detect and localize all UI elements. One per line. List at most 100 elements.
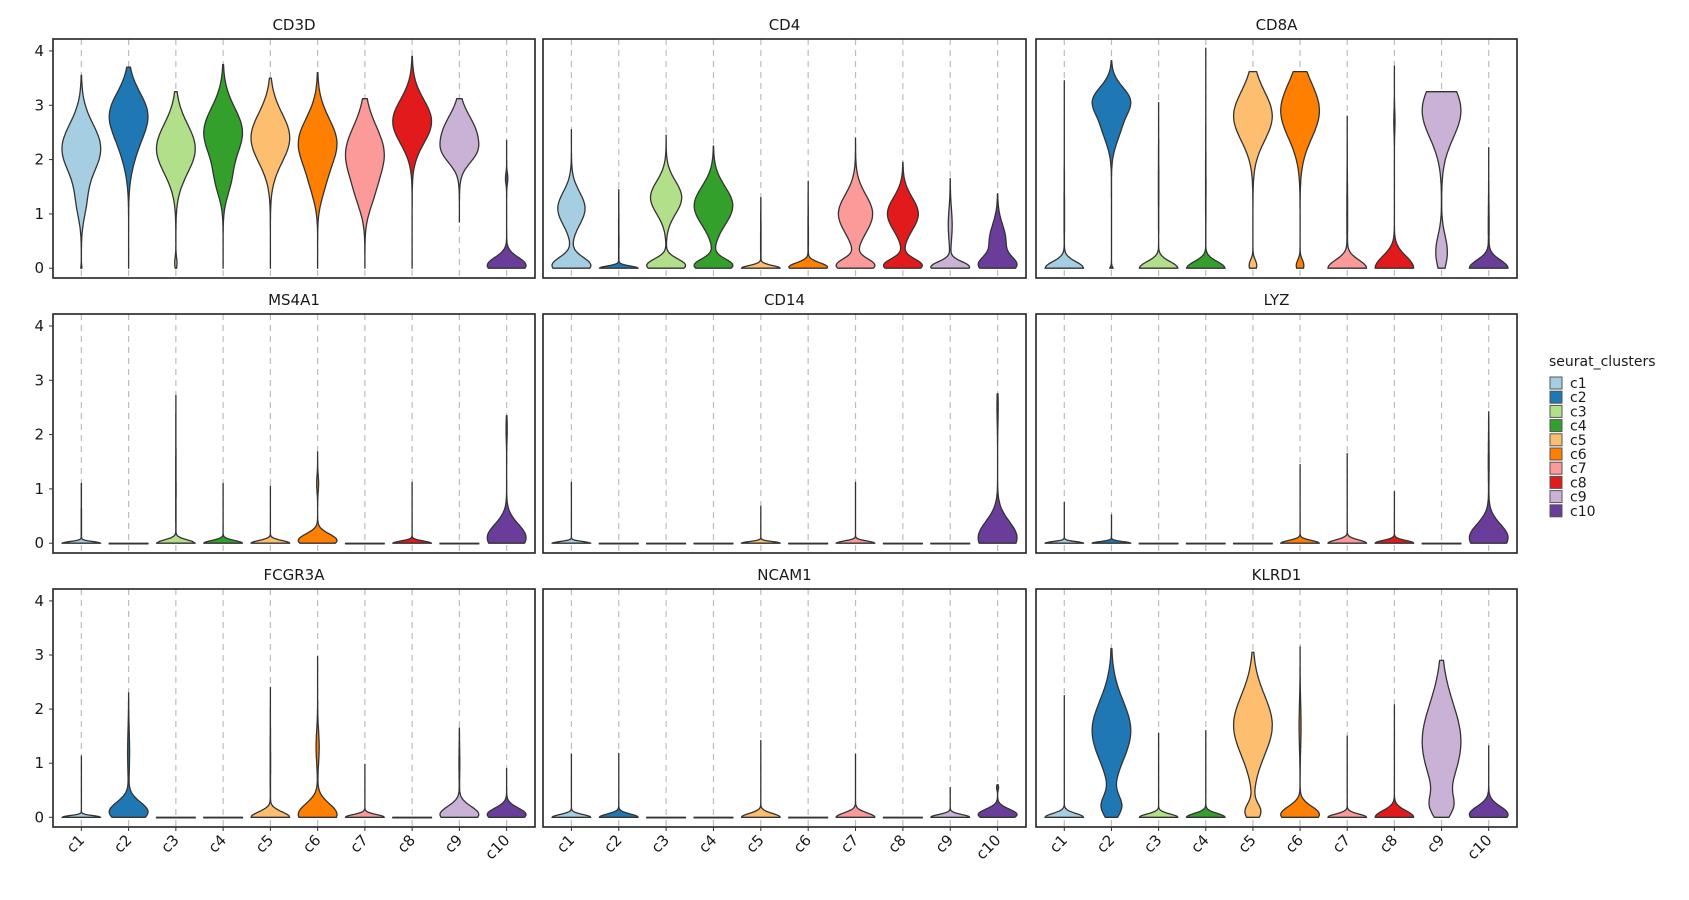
x-tick-label: c9 — [932, 831, 957, 856]
x-tick-label: c8 — [1376, 831, 1401, 856]
legend-swatch-c6 — [1549, 447, 1563, 461]
violin-c4 — [693, 145, 734, 269]
y-tick-label: 1 — [34, 480, 44, 498]
violin-c9 — [1421, 542, 1462, 545]
violin-c7 — [1327, 115, 1368, 269]
violin-c1 — [551, 481, 592, 544]
violin-c1 — [551, 129, 592, 269]
violin-c7 — [1327, 735, 1368, 818]
y-tick-label: 4 — [34, 42, 44, 60]
x-tick-label: c4 — [695, 831, 720, 856]
legend-label: c10 — [1570, 504, 1596, 520]
violin-c6 — [788, 542, 829, 545]
violin-c9 — [439, 727, 480, 818]
violin-c3 — [646, 542, 687, 545]
violin-c9 — [930, 542, 971, 545]
legend-label: c8 — [1570, 475, 1587, 491]
x-tick-label: c10 — [481, 831, 513, 863]
violin-c2 — [1091, 514, 1132, 544]
y-tick-label: 1 — [34, 754, 44, 772]
violin-c7 — [344, 763, 385, 818]
panel-cd4: CD4 — [542, 16, 1027, 279]
violin-c1 — [1044, 694, 1085, 818]
violin-c4 — [1185, 47, 1226, 269]
legend-swatch-c4 — [1549, 419, 1563, 433]
panel-border — [542, 313, 1027, 554]
violin-c8 — [392, 816, 433, 819]
x-tick-label: c3 — [1140, 831, 1165, 856]
y-tick-label: 3 — [34, 646, 44, 664]
violin-c5 — [1232, 70, 1273, 269]
legend-label: c9 — [1570, 490, 1587, 506]
panel-title: FCGR3A — [264, 566, 326, 584]
panel-ncam1: NCAM1 c1 c2 c3 c4 c5 c6 c7 c8 c9 c10 — [542, 566, 1027, 863]
x-tick-label: c6 — [299, 831, 324, 856]
legend-swatch-c5 — [1549, 433, 1563, 447]
x-tick-label: c4 — [1187, 831, 1212, 856]
violin-c5 — [740, 505, 781, 544]
y-tick-label: 0 — [34, 259, 44, 277]
violin-c6 — [1280, 70, 1321, 269]
panel-border — [1035, 313, 1518, 554]
violin-c1 — [551, 753, 592, 818]
x-tick-label: c8 — [394, 831, 419, 856]
x-tick-label: c2 — [600, 831, 625, 856]
violin-c7 — [835, 753, 876, 818]
x-tick-label: c7 — [346, 831, 371, 856]
legend-label: c2 — [1570, 390, 1587, 406]
violin-c6 — [788, 816, 829, 819]
y-tick-label: 4 — [34, 317, 44, 335]
panel-border — [542, 38, 1027, 279]
violin-c5 — [1232, 651, 1273, 818]
x-tick-label: c10 — [972, 831, 1004, 863]
violin-c7 — [344, 98, 385, 269]
panel-border — [52, 38, 536, 279]
violin-c2 — [108, 542, 149, 545]
x-tick-label: c5 — [1234, 831, 1259, 856]
x-tick-label: c6 — [1282, 831, 1307, 856]
violin-c7 — [835, 481, 876, 544]
violin-c4 — [203, 816, 244, 819]
legend-swatch-c9 — [1549, 490, 1563, 504]
x-tick-label: c7 — [1329, 831, 1354, 856]
panel-border — [1035, 588, 1518, 828]
legend-swatch-c10 — [1549, 504, 1563, 518]
violin-c1 — [61, 74, 102, 269]
x-tick-label: c9 — [441, 831, 466, 856]
panel-title: CD14 — [764, 291, 805, 309]
violin-c1 — [61, 482, 102, 544]
violin-c5 — [740, 739, 781, 818]
violin-c6 — [788, 180, 829, 269]
y-tick-label: 2 — [34, 151, 44, 169]
x-tick-label: c9 — [1423, 831, 1448, 856]
legend-swatch-c7 — [1549, 461, 1563, 475]
violin-c4 — [203, 482, 244, 544]
violin-c3 — [646, 134, 687, 269]
violin-c6 — [297, 451, 338, 544]
violin-c3 — [646, 816, 687, 819]
legend-label: c4 — [1570, 419, 1587, 435]
y-tick-label: 3 — [34, 371, 44, 389]
violin-c3 — [1138, 542, 1179, 545]
panel-fcgr3a: FCGR3A 0 1 2 3 4 c1 c2 c3 c4 c5 c6 c7 c8 c9 c10 — [34, 566, 536, 863]
x-tick-label: c1 — [63, 831, 88, 856]
violin-c5 — [250, 77, 291, 269]
x-tick-label: c1 — [553, 831, 578, 856]
violin-c7 — [344, 542, 385, 545]
violin-c4 — [1185, 730, 1226, 818]
x-tick-label: c10 — [1463, 831, 1495, 863]
violin-c3 — [1138, 101, 1179, 269]
panel-border — [1035, 38, 1518, 279]
panel-title: MS4A1 — [268, 291, 320, 309]
violin-c10 — [486, 139, 527, 269]
x-tick-label: c7 — [837, 831, 862, 856]
violin-c2 — [598, 188, 639, 269]
violin-c10 — [977, 784, 1018, 818]
x-tick-label: c8 — [884, 831, 909, 856]
panel-title: CD8A — [1256, 16, 1299, 34]
violin-c3 — [155, 91, 196, 269]
violin-c4 — [1185, 542, 1226, 545]
violin-c3 — [155, 816, 196, 819]
x-tick-label: c2 — [110, 831, 135, 856]
